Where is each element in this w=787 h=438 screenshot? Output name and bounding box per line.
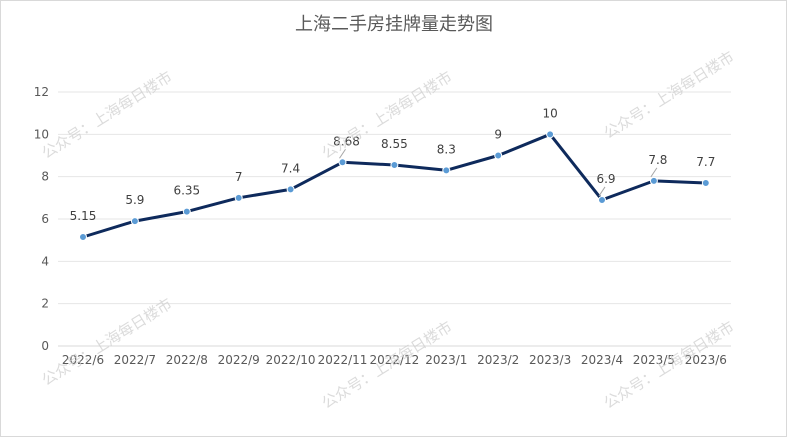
- data-label: 7: [235, 170, 243, 184]
- x-tick-label: 2022/6: [62, 353, 104, 367]
- data-label: 8.3: [437, 142, 456, 156]
- data-label: 7.7: [696, 155, 715, 169]
- x-tick-label: 2023/2: [477, 353, 519, 367]
- data-label: 7.8: [648, 153, 667, 167]
- watermark-text: 公众号：上海每日楼市: [39, 68, 176, 163]
- data-label: 5.9: [125, 193, 144, 207]
- chart-title: 上海二手房挂牌量走势图: [295, 14, 493, 35]
- x-tick-label: 2023/1: [425, 353, 467, 367]
- x-tick-label: 2023/3: [529, 353, 571, 367]
- data-point: [598, 195, 606, 204]
- data-point: [234, 193, 243, 202]
- y-tick-label: 4: [41, 254, 49, 268]
- watermark-text: 公众号：上海每日楼市: [601, 48, 738, 143]
- y-tick-label: 0: [41, 339, 49, 353]
- watermark-text: 公众号：上海每日楼市: [39, 295, 176, 390]
- data-point: [701, 179, 710, 188]
- data-point: [286, 185, 295, 194]
- data-point: [546, 130, 555, 139]
- data-label: 7.4: [281, 161, 300, 175]
- data-label: 6.9: [596, 172, 615, 186]
- x-tick-label: 2022/12: [369, 353, 419, 367]
- x-tick-label: 2022/11: [318, 353, 368, 367]
- y-tick-label: 8: [41, 170, 49, 184]
- data-point: [442, 166, 451, 175]
- x-tick-label: 2022/8: [166, 353, 208, 367]
- y-tick-label: 6: [41, 212, 49, 226]
- x-tick-label: 2022/7: [114, 353, 156, 367]
- data-label-leader: [339, 148, 346, 159]
- data-label-leader: [650, 167, 658, 178]
- y-tick-label: 2: [41, 297, 49, 311]
- x-tick-label: 2023/4: [581, 353, 623, 367]
- axis-layer: 0 2 4 6 8 10 12 2022/6 2022/7 2022/8 2022/9 2022/10…: [34, 85, 731, 367]
- data-point: [182, 207, 191, 216]
- data-label: 6.35: [173, 184, 200, 198]
- data-label: 10: [542, 106, 557, 120]
- grid-layer: [58, 91, 731, 305]
- y-tick-label: 10: [34, 127, 49, 141]
- x-tick-label: 2022/10: [266, 353, 316, 367]
- data-point: [79, 232, 87, 241]
- data-label-layer: 5.15 5.9 6.35 7 7.4 8.68 8.55 8.3 9 10 6.9 7.8 7.7: [70, 106, 716, 223]
- data-label-leader: [598, 186, 606, 197]
- data-point: [494, 151, 503, 160]
- x-tick-label: 2023/6: [685, 353, 727, 367]
- data-label: 8.68: [333, 134, 360, 148]
- data-point: [649, 176, 658, 185]
- y-tick-label: 12: [34, 85, 49, 99]
- data-point: [338, 158, 347, 167]
- data-point: [390, 161, 399, 170]
- series-layer: [79, 130, 710, 241]
- data-label: 5.15: [70, 209, 97, 223]
- x-tick-label: 2022/9: [218, 353, 260, 367]
- data-label: 8.55: [381, 137, 408, 151]
- data-point: [130, 217, 139, 226]
- data-label: 9: [494, 128, 502, 142]
- x-tick-label: 2023/5: [633, 353, 675, 367]
